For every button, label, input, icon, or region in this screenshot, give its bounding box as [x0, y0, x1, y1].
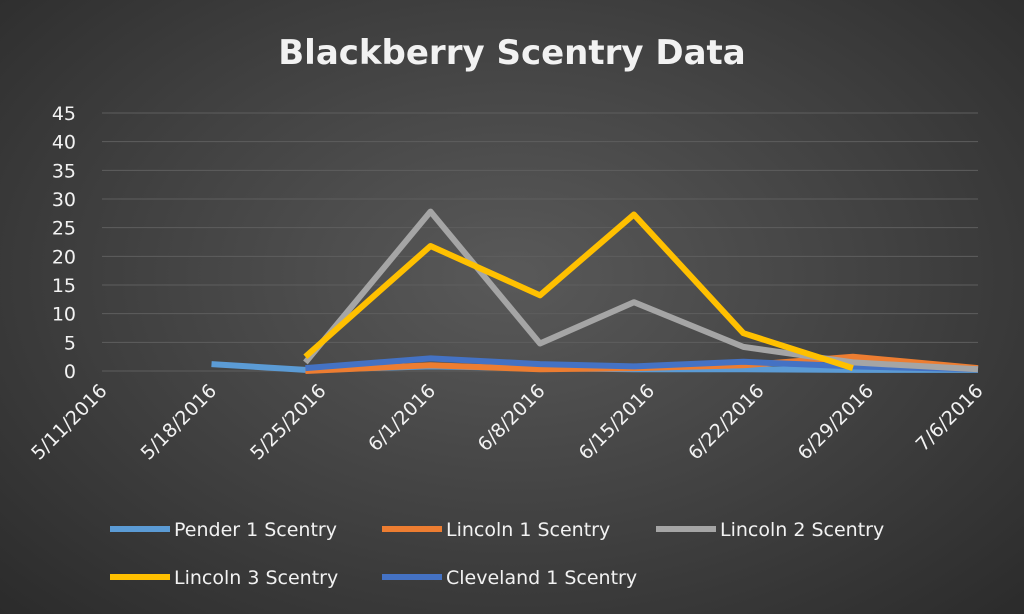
plot-area	[211, 208, 979, 374]
y-tick-label: 10	[52, 304, 76, 326]
y-tick-label: 20	[52, 246, 76, 268]
y-tick-label: 45	[52, 103, 76, 125]
legend-label: Lincoln 1 Scentry	[446, 519, 610, 541]
y-tick-label: 35	[52, 160, 76, 182]
y-tick-label: 5	[64, 332, 76, 354]
x-tick-label: 7/6/2016	[912, 380, 988, 456]
x-tick-label: 5/25/2016	[246, 380, 330, 464]
y-tick-label: 40	[52, 132, 76, 154]
legend-label: Pender 1 Scentry	[174, 519, 337, 541]
legend-label: Lincoln 2 Scentry	[720, 519, 884, 541]
x-tick-label: 6/8/2016	[474, 380, 550, 456]
series-line	[303, 211, 854, 371]
x-tick-label: 6/29/2016	[794, 380, 878, 464]
legend-label: Lincoln 3 Scentry	[174, 567, 338, 589]
y-tick-label: 30	[52, 189, 76, 211]
legend-label: Cleveland 1 Scentry	[446, 567, 637, 589]
y-tick-label: 25	[52, 218, 76, 240]
x-tick-label: 6/15/2016	[575, 380, 659, 464]
x-tick-label: 5/18/2016	[137, 380, 221, 464]
legend: Pender 1 Scentry Lincoln 1 Scentry Lincoln…	[110, 519, 884, 589]
x-tick-label: 5/11/2016	[27, 380, 111, 464]
x-tick-label: 6/1/2016	[364, 380, 440, 456]
x-axis: 5/11/2016 5/18/2016 5/25/2016 6/1/2016 6/8/2…	[27, 380, 987, 464]
y-tick-label: 15	[52, 275, 76, 297]
chart-title: Blackberry Scentry Data	[278, 33, 746, 73]
y-tick-label: 0	[64, 361, 76, 383]
grid-lines	[102, 112, 978, 372]
x-tick-label: 6/22/2016	[684, 380, 768, 464]
series-line	[303, 208, 979, 373]
y-axis: 0 5 10 15 20 25 30 35 40 45	[52, 103, 76, 383]
